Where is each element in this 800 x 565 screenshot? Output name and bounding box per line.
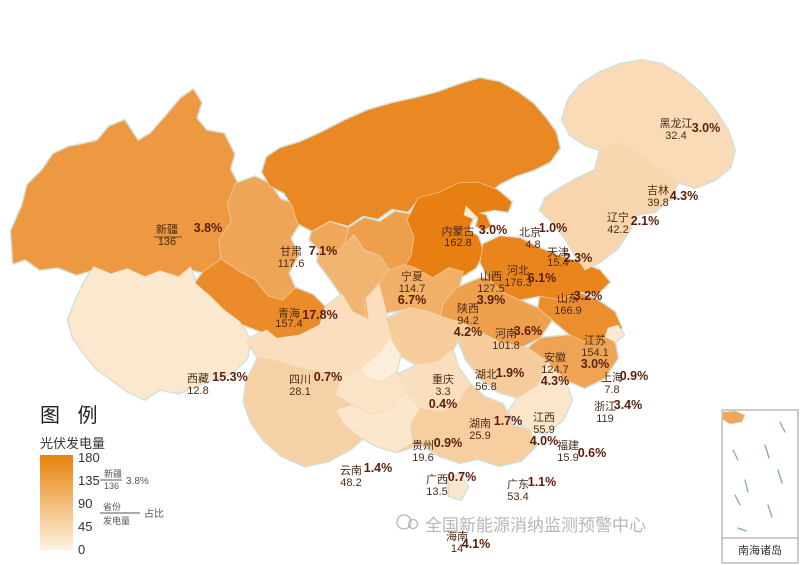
svg-text:湖南: 湖南 bbox=[469, 417, 491, 430]
svg-text:162.8: 162.8 bbox=[444, 237, 472, 249]
svg-text:重庆: 重庆 bbox=[432, 372, 454, 386]
svg-text:101.8: 101.8 bbox=[492, 340, 520, 352]
svg-text:119: 119 bbox=[596, 413, 614, 425]
svg-text:15.9: 15.9 bbox=[557, 452, 578, 464]
svg-text:1.1%: 1.1% bbox=[528, 475, 557, 489]
svg-text:江苏: 江苏 bbox=[584, 334, 606, 347]
svg-text:辽宁: 辽宁 bbox=[607, 210, 629, 224]
svg-text:15.3%: 15.3% bbox=[212, 370, 247, 384]
svg-text:4.8: 4.8 bbox=[525, 239, 540, 251]
svg-text:53.4: 53.4 bbox=[507, 491, 528, 503]
svg-text:4.3%: 4.3% bbox=[670, 189, 699, 203]
svg-text:6.1%: 6.1% bbox=[528, 271, 557, 285]
svg-text:3.8%: 3.8% bbox=[126, 476, 149, 487]
svg-text:1.4%: 1.4% bbox=[364, 461, 393, 475]
svg-text:12.8: 12.8 bbox=[187, 385, 208, 397]
svg-text:1.9%: 1.9% bbox=[496, 366, 525, 380]
svg-text:180: 180 bbox=[78, 450, 100, 465]
svg-text:39.8: 39.8 bbox=[647, 197, 668, 209]
svg-text:3.0%: 3.0% bbox=[581, 357, 610, 371]
svg-text:3.0%: 3.0% bbox=[479, 223, 508, 237]
svg-text:166.9: 166.9 bbox=[554, 305, 582, 317]
svg-text:17.8%: 17.8% bbox=[302, 308, 337, 322]
svg-text:光伏发电量: 光伏发电量 bbox=[40, 436, 105, 451]
svg-text:32.4: 32.4 bbox=[665, 130, 686, 142]
svg-text:新疆: 新疆 bbox=[104, 468, 122, 479]
svg-text:0.7%: 0.7% bbox=[448, 470, 477, 484]
svg-text:宁夏: 宁夏 bbox=[401, 269, 423, 283]
svg-text:贵州: 贵州 bbox=[412, 439, 434, 452]
svg-text:南海诸岛: 南海诸岛 bbox=[738, 543, 782, 557]
svg-text:135: 135 bbox=[78, 473, 100, 488]
svg-text:发电量: 发电量 bbox=[103, 515, 130, 526]
svg-text:0.9%: 0.9% bbox=[620, 369, 649, 383]
svg-text:3.8%: 3.8% bbox=[194, 221, 223, 235]
svg-text:北京: 北京 bbox=[519, 225, 541, 239]
svg-text:占比: 占比 bbox=[144, 507, 164, 520]
svg-text:省份: 省份 bbox=[103, 501, 121, 512]
svg-text:4.3%: 4.3% bbox=[541, 374, 570, 388]
svg-text:48.2: 48.2 bbox=[340, 477, 361, 489]
svg-text:2.1%: 2.1% bbox=[631, 214, 660, 228]
svg-text:3.6%: 3.6% bbox=[514, 324, 543, 338]
svg-text:117.6: 117.6 bbox=[278, 258, 305, 270]
svg-text:42.2: 42.2 bbox=[607, 224, 628, 236]
svg-text:吉林: 吉林 bbox=[647, 183, 669, 197]
svg-text:13.5: 13.5 bbox=[426, 486, 447, 498]
svg-text:3.9%: 3.9% bbox=[477, 293, 506, 307]
svg-text:4.0%: 4.0% bbox=[530, 434, 559, 448]
svg-text:新疆: 新疆 bbox=[156, 222, 178, 236]
svg-text:内蒙古: 内蒙古 bbox=[442, 224, 475, 238]
svg-text:0: 0 bbox=[78, 542, 85, 557]
svg-text:157.4: 157.4 bbox=[275, 318, 303, 330]
svg-text:19.6: 19.6 bbox=[412, 452, 433, 464]
svg-text:湖北: 湖北 bbox=[475, 368, 497, 381]
svg-text:4.1%: 4.1% bbox=[462, 537, 491, 551]
svg-text:黑龙江: 黑龙江 bbox=[660, 117, 693, 130]
svg-text:云南: 云南 bbox=[340, 464, 362, 477]
svg-text:陕西: 陕西 bbox=[457, 301, 479, 315]
svg-text:0.4%: 0.4% bbox=[429, 397, 458, 411]
svg-text:广西: 广西 bbox=[426, 473, 448, 486]
svg-text:山西: 山西 bbox=[480, 270, 502, 283]
svg-text:7.1%: 7.1% bbox=[309, 244, 338, 258]
svg-text:0.9%: 0.9% bbox=[434, 436, 463, 450]
svg-text:3.4%: 3.4% bbox=[614, 398, 643, 412]
svg-text:1.0%: 1.0% bbox=[539, 221, 568, 235]
svg-text:56.8: 56.8 bbox=[475, 381, 496, 393]
svg-text:图 例: 图 例 bbox=[40, 404, 104, 427]
svg-text:3.2%: 3.2% bbox=[574, 289, 603, 303]
svg-text:福建: 福建 bbox=[557, 438, 579, 452]
svg-text:四川: 四川 bbox=[289, 374, 311, 386]
svg-text:90: 90 bbox=[78, 496, 92, 511]
svg-text:28.1: 28.1 bbox=[289, 386, 310, 398]
svg-text:6.7%: 6.7% bbox=[398, 293, 427, 307]
svg-text:25.9: 25.9 bbox=[469, 430, 490, 442]
svg-text:45: 45 bbox=[78, 519, 92, 534]
svg-text:河北: 河北 bbox=[507, 264, 529, 277]
svg-text:江西: 江西 bbox=[533, 411, 555, 424]
svg-text:136: 136 bbox=[158, 236, 176, 248]
svg-text:2.3%: 2.3% bbox=[564, 251, 593, 265]
svg-text:安徽: 安徽 bbox=[544, 350, 566, 364]
svg-text:甘肃: 甘肃 bbox=[280, 245, 302, 258]
svg-text:3.0%: 3.0% bbox=[692, 121, 721, 135]
svg-text:1.7%: 1.7% bbox=[494, 414, 523, 428]
svg-text:136: 136 bbox=[104, 481, 119, 491]
svg-text:0.6%: 0.6% bbox=[578, 446, 607, 460]
svg-text:浙江: 浙江 bbox=[594, 400, 616, 413]
svg-text:0.7%: 0.7% bbox=[314, 370, 343, 384]
svg-text:4.2%: 4.2% bbox=[454, 325, 483, 339]
svg-text:广东: 广东 bbox=[507, 478, 529, 491]
svg-text:西藏: 西藏 bbox=[187, 372, 209, 385]
svg-text:7.8: 7.8 bbox=[604, 384, 619, 396]
